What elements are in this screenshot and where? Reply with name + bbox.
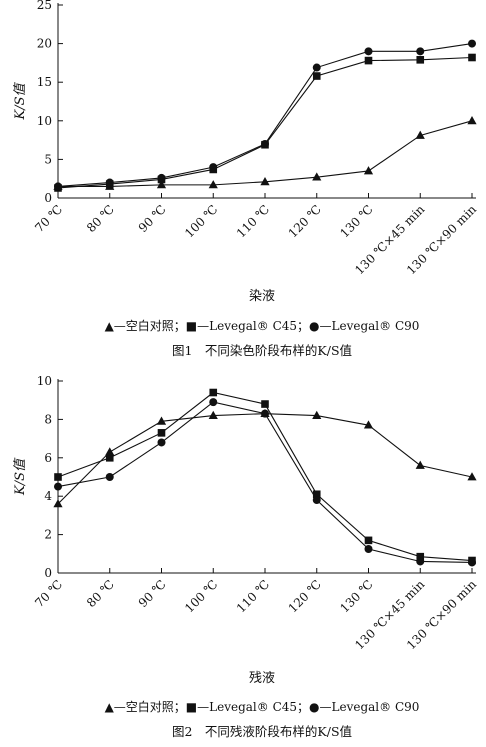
chart-1-svg: 0 5 10 15 20 25 K/S值 70 ℃ 80 ℃ 90 ℃ 100 ℃ 110 ℃ 120 …: [13, 0, 479, 358]
chart-1-series-1-point-5: [312, 72, 321, 80]
chart-2-series-0-point-2: [156, 416, 167, 425]
chart-1-series-1-point-6: [364, 56, 373, 65]
chart-2-series-2-point-2: [157, 438, 166, 447]
chart-2-caption: 图2 不同残液阶段布样的K/S值: [172, 724, 352, 739]
chart-2-series-0-line: [57, 413, 473, 505]
chart-1-caption: 图1 不同染色阶段布样的K/S值: [172, 343, 352, 358]
chart-1-ytick-label-2: 10: [37, 114, 52, 128]
chart-2-series-1-point-2: [157, 429, 166, 437]
chart-2-series-0-point-1: [105, 447, 115, 456]
chart-2-ytick-label-5: 10: [37, 374, 52, 388]
chart-1-series-0-point-5: [312, 172, 322, 181]
chart-2-series-2-point-0: [54, 482, 62, 491]
chart-2-ytick-label-4: 8: [44, 412, 52, 426]
chart-2-svg: 0 2 4 6 8 10 K/S值 70 ℃ 80 ℃ 90 ℃ 100 ℃ 110 ℃ 120 ℃ 13…: [13, 374, 479, 739]
chart-1-ytick-label-0: 0: [44, 191, 52, 205]
chart-1-series-2-point-8: [468, 39, 476, 48]
chart-1-series-1-point-8: [468, 53, 476, 62]
chart-2-series-2-line: [57, 401, 473, 563]
chart-2-ytick-label-0: 0: [44, 566, 52, 580]
chart-2-ylabel: K/S值: [13, 457, 28, 496]
chart-1-series-2-line: [57, 43, 473, 187]
chart-1-series-0-point-6: [363, 166, 374, 175]
chart-2-series-0-point-3: [208, 410, 218, 419]
chart-1-series-2-point-1: [105, 178, 114, 187]
chart-2-xtick-label-3: 100 ℃: [182, 577, 220, 615]
chart-2-ytick-label-1: 2: [44, 528, 52, 542]
figure-1-dyeing-ks: 0 5 10 15 20 25 K/S值 70 ℃ 80 ℃ 90 ℃ 100 ℃ 110 ℃ 120 …: [0, 0, 486, 370]
chart-1-xlabel: 染液: [249, 289, 275, 304]
chart-2-series-1-point-0: [54, 473, 62, 481]
chart-2-series-0-point-7: [415, 460, 425, 469]
chart-1-series-2-point-2: [157, 173, 166, 182]
chart-1-ytick-label-1: 5: [44, 152, 52, 166]
chart-1-ylabel: K/S值: [13, 82, 28, 121]
chart-2-legend: ▲—空白对照；■—Levegal® C45；●—Levegal® C90: [105, 699, 420, 714]
chart-1-xtick-label-5: 120 ℃: [286, 202, 324, 240]
chart-1-xtick-label-3: 100 ℃: [182, 202, 220, 240]
chart-1-series-0-point-8: [467, 116, 477, 125]
chart-2-series-2-point-3: [209, 398, 218, 407]
chart-2-series-1-point-7: [416, 552, 425, 561]
chart-2-series-2-point-8: [468, 558, 476, 567]
chart-2-series-1-point-3: [209, 388, 218, 397]
figure-2-residual-ks: 0 2 4 6 8 10 K/S值 70 ℃ 80 ℃ 90 ℃ 100 ℃ 110 ℃ 120 ℃ 13…: [0, 370, 486, 743]
chart-1-series-1-point-7: [416, 56, 425, 64]
chart-1-ytick-label-4: 20: [37, 37, 52, 51]
chart-2-series-1-point-5: [312, 490, 321, 499]
chart-1-series-2-point-5: [312, 63, 321, 72]
chart-2-ytick-label-3: 6: [44, 451, 52, 465]
chart-1-series-1-line: [57, 56, 473, 189]
chart-2-series-2-point-4: [261, 409, 269, 418]
chart-2-xtick-label-1: 80 ℃: [84, 577, 117, 610]
chart-2-xtick-label-2: 90 ℃: [136, 577, 169, 610]
chart-1-series-0-point-7: [415, 130, 425, 139]
chart-1-series-0-point-4: [260, 176, 270, 186]
chart-1-series-2-point-3: [209, 163, 218, 172]
chart-2-series-2-point-1: [105, 473, 114, 481]
chart-1-xtick-label-1: 80 ℃: [84, 202, 117, 235]
chart-2-series-2-point-7: [416, 557, 425, 566]
chart-1-xtick-label-0: 70 ℃: [32, 202, 65, 235]
chart-1-xtick-label-4: 110 ℃: [234, 202, 272, 240]
chart-2-series-0-point-5: [312, 410, 322, 419]
chart-1-series-2-point-6: [364, 47, 373, 56]
chart-1-ytick-label-3: 15: [37, 75, 52, 89]
chart-1-ytick-label-5: 25: [37, 0, 52, 12]
chart-2-xtick-label-0: 70 ℃: [32, 577, 65, 610]
chart-2-series-0-point-6: [363, 420, 374, 429]
chart-2-xlabel: 残液: [249, 671, 275, 686]
chart-1-legend: ▲—空白对照；■—Levegal® C45；●—Levegal® C90: [105, 318, 420, 333]
chart-2-series-1-point-4: [261, 400, 269, 408]
chart-1-series-2-point-4: [261, 139, 269, 148]
chart-2-ytick-label-2: 4: [44, 489, 52, 503]
chart-2-xtick-label-4: 110 ℃: [234, 577, 272, 615]
chart-2-series-2-point-6: [364, 545, 373, 553]
chart-2-series-1-line: [57, 391, 473, 562]
chart-1-xtick-label-6: 130 ℃: [337, 202, 375, 240]
chart-2-series-1-point-1: [105, 454, 114, 462]
chart-1-series-2-point-7: [416, 47, 425, 56]
chart-1-series-0-point-2: [156, 180, 167, 189]
chart-1-xtick-label-2: 90 ℃: [136, 202, 169, 235]
chart-2-series-1-point-6: [364, 536, 373, 545]
chart-2-series-0-point-8: [467, 472, 477, 481]
chart-2-series-2-point-5: [312, 496, 321, 505]
chart-2-series-0-point-0: [53, 499, 63, 508]
chart-1-series-0-line: [58, 120, 473, 187]
chart-1-series-0-point-3: [208, 180, 218, 189]
chart-2-xtick-label-6: 130 ℃: [337, 577, 375, 615]
chart-2-xtick-label-5: 120 ℃: [286, 577, 324, 615]
chart-1-series-2-point-0: [54, 182, 62, 191]
